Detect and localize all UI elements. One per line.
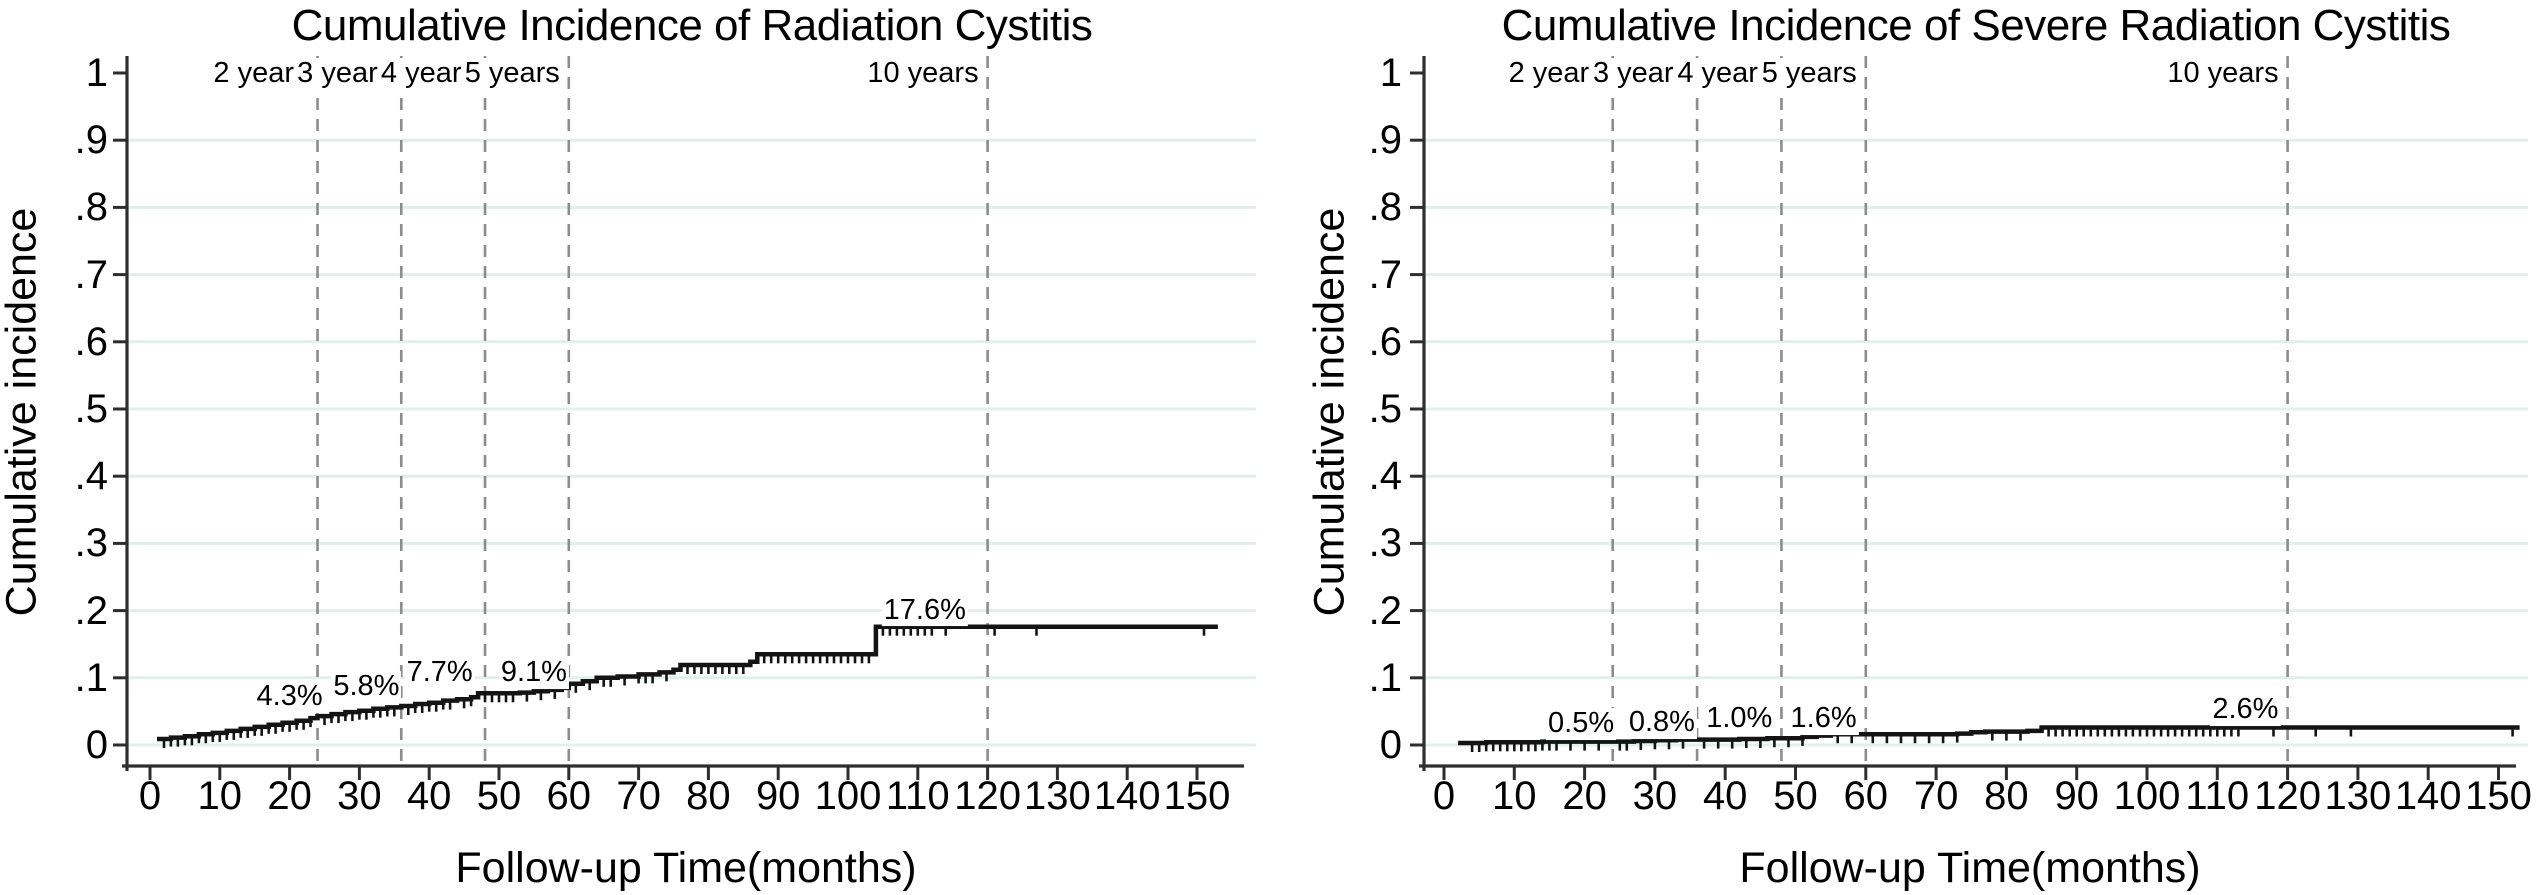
year-reference-label: 5 years: [461, 57, 563, 90]
x-tick-label: 0: [138, 774, 162, 818]
incidence-annotation: 1.0%: [1704, 701, 1775, 735]
y-tick-label: 1: [85, 51, 108, 95]
x-tick-label: 10: [1492, 774, 1537, 818]
x-tick-label: 50: [1773, 774, 1818, 818]
y-tick-label: .8: [1368, 185, 1402, 230]
x-tick-label: 80: [686, 774, 731, 818]
incidence-annotation: 4.3%: [254, 680, 325, 714]
chart-severe-radiation-cystitis: Cumulative Incidence of Severe Radiation…: [1270, 0, 2540, 895]
x-tick-label: 120: [2254, 774, 2321, 818]
y-tick-label: .6: [1368, 319, 1402, 364]
incidence-annotation: 9.1%: [498, 656, 569, 690]
x-tick-label: 90: [755, 774, 801, 818]
axes: [1410, 56, 2516, 780]
censor-marks: [1470, 728, 2514, 752]
censor-marks: [162, 627, 1206, 748]
y-axis-title-right: Cumulative incidence: [1305, 207, 1354, 617]
year-reference-label: 5 years: [1758, 57, 1860, 90]
x-tick-label: 80: [1984, 774, 2029, 818]
chart-radiation-cystitis: Cumulative Incidence of Radiation Cystit…: [0, 1, 1256, 892]
incidence-curve: [1458, 725, 2520, 746]
y-tick-label: 0: [85, 723, 108, 767]
y-tick-label: 0: [1379, 723, 1402, 767]
x-axis-title-right: Follow-up Time(months): [1739, 844, 2201, 892]
x-tick-label: 0: [1432, 774, 1456, 818]
year-reference-label: 2 years: [1505, 57, 1607, 90]
x-axis-title-left: Follow-up Time(months): [455, 844, 917, 892]
y-tick-label: .5: [1368, 387, 1402, 431]
x-tick-label: 50: [476, 774, 522, 818]
x-tick-label: 10: [197, 774, 243, 818]
x-tick-label: 60: [546, 774, 592, 818]
x-tick-label: 120: [954, 774, 1021, 818]
y-tick-label: .1: [1368, 655, 1402, 700]
y-tick-label: .3: [1368, 521, 1402, 566]
x-tick-label: 110: [885, 774, 950, 818]
year-reference-lines: [316, 56, 989, 766]
y-tick-label: .2: [74, 588, 108, 633]
y-tick-label: .9: [1368, 118, 1402, 163]
year-reference-label: 10 years: [2164, 57, 2282, 90]
x-tick-label: 70: [1913, 774, 1959, 818]
plot-area-right: [1410, 56, 2528, 780]
x-tick-label: 30: [337, 774, 382, 818]
x-tick-label: 20: [267, 774, 312, 818]
y-tick-label: .5: [74, 387, 108, 431]
y-tick-label: .2: [1368, 588, 1402, 633]
incidence-annotation: 0.8%: [1626, 706, 1697, 740]
x-tick-label: 20: [1562, 774, 1607, 818]
gridlines: [1424, 138, 2528, 747]
gridlines: [127, 138, 1256, 747]
x-tick-label: 30: [1632, 774, 1678, 818]
axes: [113, 56, 1244, 780]
incidence-annotation: 1.6%: [1788, 701, 1859, 735]
x-tick-label: 150: [2465, 774, 2532, 818]
year-reference-lines: [1611, 56, 2289, 766]
y-tick-label: .7: [1368, 252, 1402, 297]
x-tick-label: 100: [2113, 774, 2181, 818]
y-tick-label: .3: [74, 521, 108, 566]
y-tick-label: .4: [74, 454, 108, 499]
x-tick-label: 130: [2324, 774, 2392, 818]
x-tick-label: 130: [1024, 774, 1091, 818]
incidence-annotation: 2.6%: [2210, 693, 2281, 726]
x-tick-label: 140: [2394, 774, 2462, 818]
x-tick-label: 40: [406, 774, 452, 818]
incidence-annotation: 17.6%: [881, 593, 968, 627]
x-tick-label: 70: [616, 774, 661, 818]
incidence-annotation: 0.5%: [1546, 707, 1617, 741]
x-tick-label: 110: [2185, 774, 2250, 818]
y-tick-label: 1: [1379, 51, 1402, 95]
y-tick-label: .6: [74, 319, 108, 364]
chart-title-right: Cumulative Incidence of Severe Radiation…: [1501, 1, 2451, 50]
y-tick-label: .8: [74, 185, 108, 230]
year-reference-label: 10 years: [864, 57, 982, 90]
year-reference-label: 3 years: [1589, 57, 1692, 90]
y-tick-label: .1: [74, 655, 108, 700]
x-tick-label: 90: [2054, 774, 2099, 818]
y-axis-title-left: Cumulative incidence: [0, 207, 46, 617]
x-tick-label: 60: [1843, 774, 1889, 818]
incidence-annotation: 5.8%: [331, 670, 402, 704]
incidence-annotation: 7.7%: [404, 656, 475, 690]
y-tick-label: .9: [74, 118, 108, 163]
x-tick-label: 100: [814, 774, 882, 818]
plot-area-left: [113, 56, 1256, 780]
year-reference-label: 4 years: [1674, 57, 1776, 90]
y-tick-label: .7: [74, 252, 108, 297]
chart-title-left: Cumulative Incidence of Radiation Cystit…: [291, 1, 1093, 50]
x-tick-label: 150: [1163, 774, 1231, 818]
y-tick-label: .4: [1368, 454, 1402, 499]
x-tick-label: 140: [1093, 774, 1161, 818]
x-tick-label: 40: [1702, 774, 1748, 818]
